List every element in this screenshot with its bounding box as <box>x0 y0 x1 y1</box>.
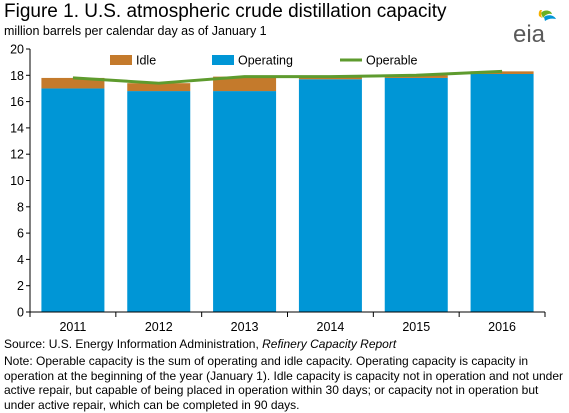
y-tick-label: 0 <box>17 306 24 320</box>
operating-bar <box>298 79 362 313</box>
y-tick-label: 8 <box>17 200 24 214</box>
logo-leaf-yellow <box>538 10 542 18</box>
logo-leaf-green <box>541 10 552 18</box>
source-prefix: Source: U.S. Energy Information Administ… <box>4 337 263 351</box>
x-tick-label: 2015 <box>402 320 430 334</box>
y-tick-label: 12 <box>10 148 24 162</box>
legend-label: Operable <box>366 54 417 68</box>
legend-label: Idle <box>136 54 156 68</box>
x-axis: 2011 2012 2013 2014 2015 2016 <box>29 311 546 334</box>
legend-swatch <box>212 55 234 65</box>
x-tick-label: 2013 <box>231 320 259 334</box>
chart-title: Figure 1. U.S. atmospheric crude distill… <box>4 1 447 22</box>
legend-swatch <box>110 55 132 65</box>
x-tick-label: 2012 <box>145 320 173 334</box>
legend-item-idle: Idle <box>110 54 156 68</box>
y-tick-label: 16 <box>10 95 24 109</box>
logo-leaf-blue <box>544 15 556 21</box>
y-tick-label: 2 <box>17 279 24 293</box>
bars <box>41 71 534 313</box>
source-text: Source: U.S. Energy Information Administ… <box>4 337 396 352</box>
operating-bar <box>127 91 191 312</box>
y-tick-label: 14 <box>10 121 24 135</box>
operating-bar <box>213 91 277 312</box>
y-tick-label: 4 <box>17 253 24 267</box>
chart-subtitle: million barrels per calendar day as of J… <box>4 24 267 38</box>
y-tick-label: 6 <box>17 227 24 241</box>
legend: Idle Operating Operable <box>110 54 417 68</box>
y-axis: 0 2 4 6 8 10 12 14 16 18 20 <box>10 43 31 320</box>
legend-item-operating: Operating <box>212 54 293 68</box>
idle-bar <box>127 83 191 92</box>
note-text: Note: Operable capacity is the sum of op… <box>4 354 564 412</box>
x-tick-label: 2011 <box>59 320 86 334</box>
idle-bar <box>41 77 105 89</box>
y-tick-label: 18 <box>10 69 24 83</box>
x-tick-label: 2014 <box>317 320 345 334</box>
operating-bar <box>41 88 105 312</box>
legend-item-operable: Operable <box>340 54 417 68</box>
operable-line <box>72 69 503 85</box>
legend-label: Operating <box>238 54 293 68</box>
eia-logo: eia <box>513 10 556 46</box>
source-report-name: Refinery Capacity Report <box>262 337 397 351</box>
logo-text: eia <box>513 21 546 46</box>
operating-bar <box>470 73 534 312</box>
operable-line-layer <box>72 69 503 85</box>
operating-bar <box>384 77 448 313</box>
y-tick-label: 10 <box>10 174 24 188</box>
idle-bar <box>213 76 277 92</box>
y-tick-label: 20 <box>10 43 24 57</box>
x-tick-label: 2016 <box>488 320 516 334</box>
